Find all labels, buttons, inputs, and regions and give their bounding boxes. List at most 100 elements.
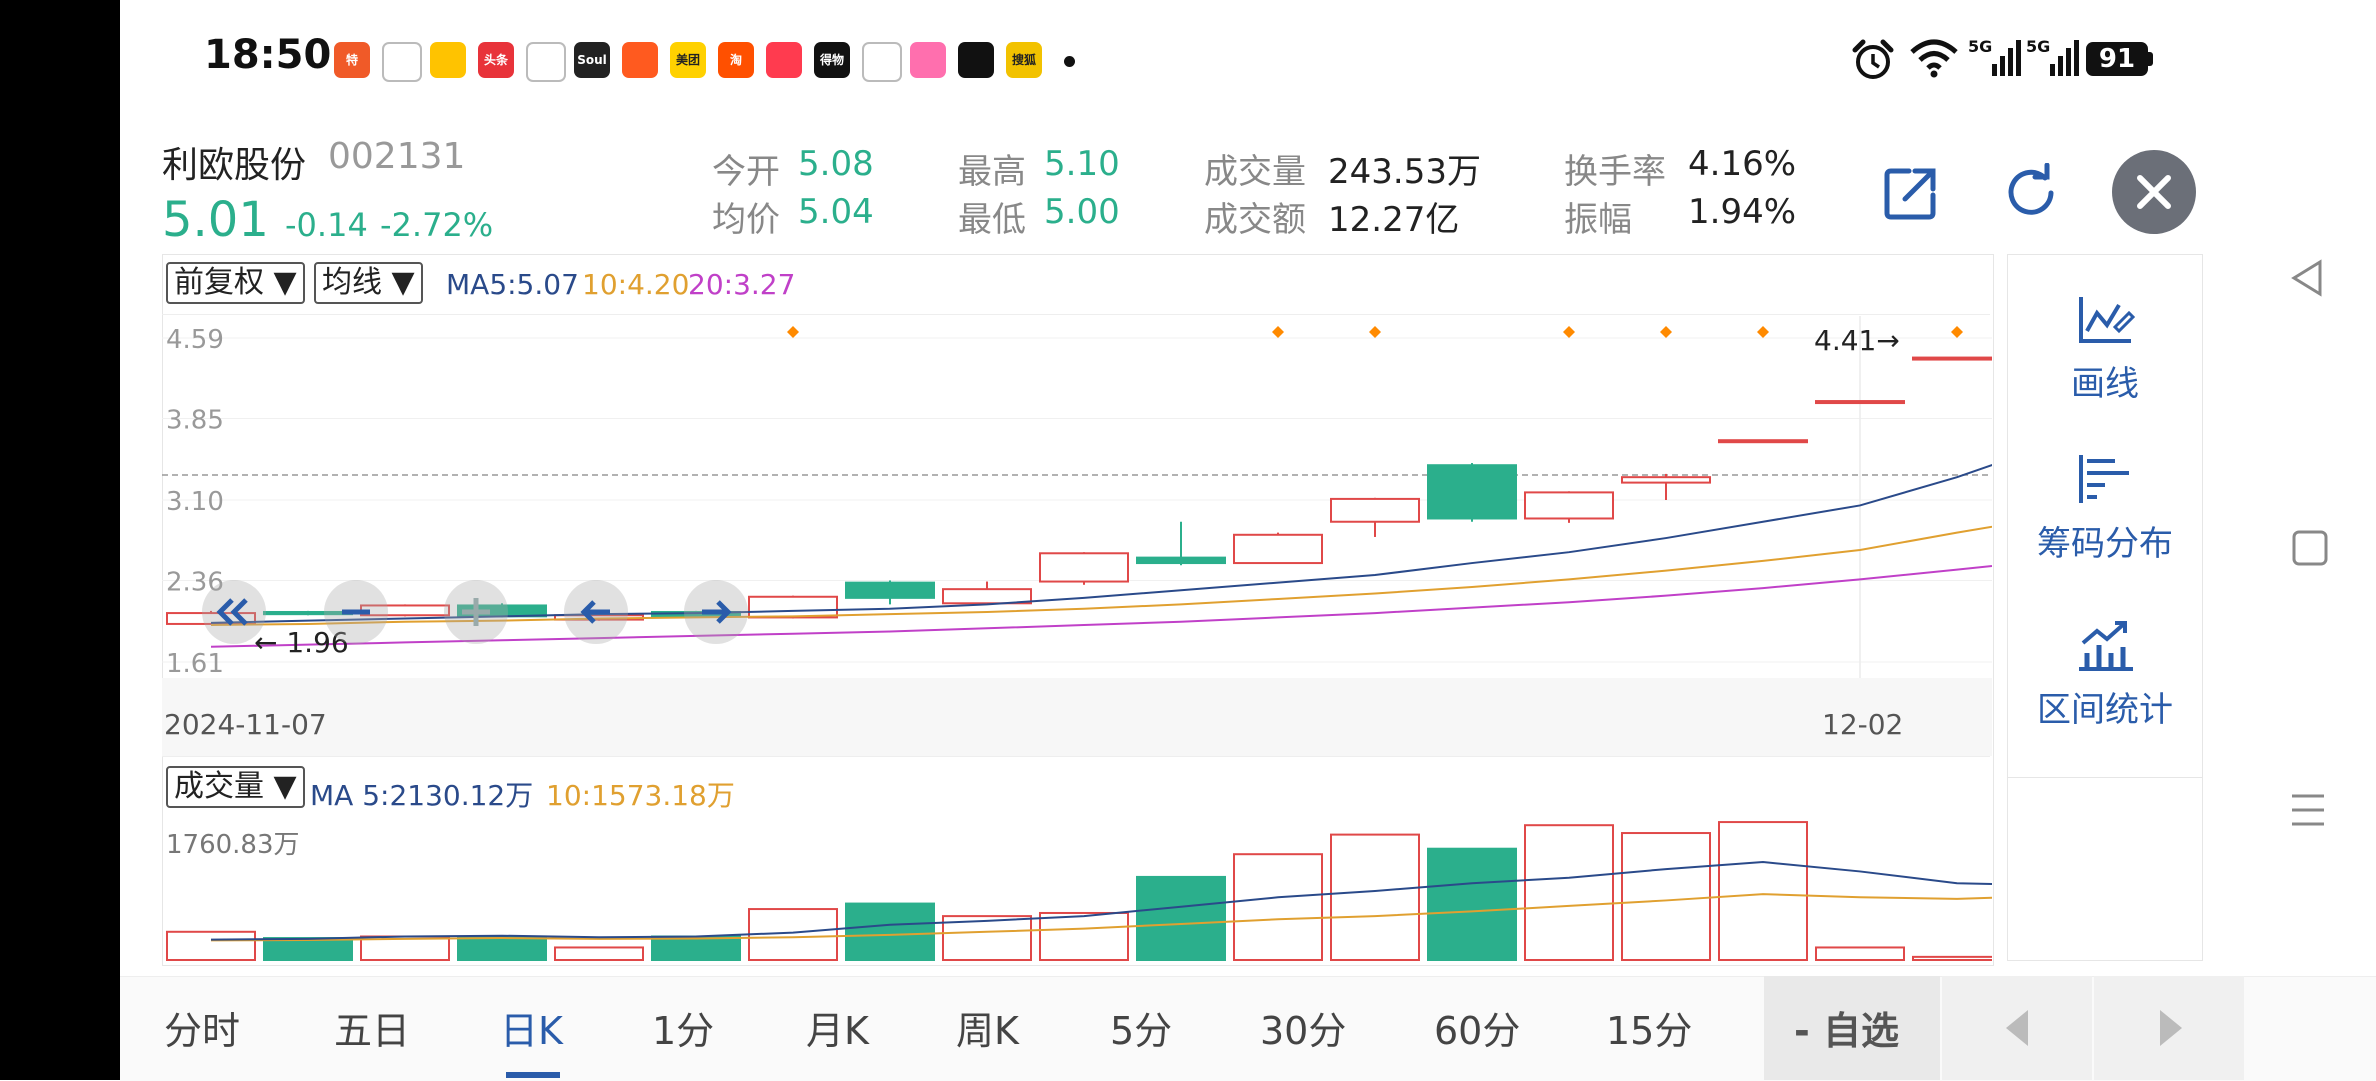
avg-line-select[interactable]: 均线 ▼	[314, 262, 423, 304]
zoom-in-button[interactable]	[444, 580, 508, 644]
volume-bar	[1233, 853, 1323, 961]
tab-60min[interactable]: 60分	[1434, 1009, 1521, 1053]
candle-body	[1912, 356, 1992, 361]
sohu-app-icon: 搜狐	[1006, 42, 1042, 78]
candle-body	[1330, 497, 1420, 523]
close-button[interactable]	[2112, 150, 2196, 234]
video-app-icon	[766, 42, 802, 78]
scroll-right-button[interactable]	[684, 580, 748, 644]
tool-draw-line[interactable]: 画线	[2008, 291, 2202, 405]
volume-label: 成交量	[1204, 152, 1306, 192]
adjust-select[interactable]: 前复权 ▼	[166, 262, 305, 304]
ma5-value: MA5:5.07	[446, 268, 579, 301]
event-marker	[1951, 326, 1963, 338]
vol-ma10-value: 10:1573.18万	[546, 779, 735, 812]
vol-ma5-value: MA 5:2130.12万	[310, 779, 534, 812]
volume-bar	[263, 937, 353, 961]
refresh-button[interactable]	[1988, 150, 2074, 236]
next-stock-button[interactable]	[2094, 976, 2244, 1080]
stock-price: 5.01	[162, 192, 269, 248]
tab-5min[interactable]: 5分	[1110, 1009, 1173, 1053]
arrow-left-icon	[580, 600, 610, 624]
volume-bar	[166, 930, 256, 961]
more-notifications-dot	[1064, 56, 1075, 67]
volume-bar	[554, 946, 644, 962]
volume-bar	[1427, 847, 1517, 962]
plus-icon	[462, 598, 490, 626]
tab-daily-k[interactable]: 日K	[500, 1009, 563, 1053]
low-value: 5.00	[1044, 192, 1120, 232]
open-value: 5.08	[798, 144, 874, 184]
tab-15min[interactable]: 15分	[1606, 1009, 1693, 1053]
ma20-value: 20:3.27	[688, 268, 796, 301]
volume-bar	[1330, 833, 1420, 961]
tiktok-icon	[958, 42, 994, 78]
candle-body	[845, 581, 935, 599]
system-back-button[interactable]	[2288, 258, 2328, 302]
zoom-out-button[interactable]	[324, 580, 388, 644]
tab-30min[interactable]: 30分	[1260, 1009, 1347, 1053]
volume-bar	[1621, 832, 1711, 961]
event-marker	[787, 326, 799, 338]
tab-1min[interactable]: 1分	[652, 1009, 715, 1053]
tool-interval-stats[interactable]: 区间统计	[2008, 617, 2202, 731]
open-external-button[interactable]	[1868, 150, 1954, 236]
back-triangle-icon	[2291, 259, 2322, 297]
tool-chip-distribution[interactable]: 筹码分布	[2008, 451, 2202, 565]
volume-bar	[457, 935, 547, 961]
tool-chip-distribution-label: 筹码分布	[2037, 524, 2173, 564]
candle-body	[748, 595, 838, 619]
fast-back-button[interactable]	[202, 580, 266, 644]
candle-body	[1718, 439, 1808, 444]
battery-cap	[2148, 52, 2153, 66]
avg-value: 5.04	[798, 192, 874, 232]
candle-body	[942, 588, 1032, 605]
kline-chart-panel	[162, 254, 1994, 966]
tab-five-day[interactable]: 五日	[334, 1009, 411, 1053]
signal-5g-icon-2: 5G	[2026, 36, 2082, 84]
stock-code: 002131	[328, 136, 466, 177]
minus-icon	[342, 609, 370, 615]
scroll-left-button[interactable]	[564, 580, 628, 644]
draw-line-icon	[2079, 297, 2136, 343]
caret-right-icon	[2160, 1010, 2182, 1046]
circle-app-icon	[526, 42, 566, 82]
signal-5g-icon-1: 5G	[1968, 36, 2024, 84]
home-square-icon	[2292, 530, 2328, 566]
amount-value: 12.27亿	[1328, 200, 1460, 240]
tab-weekly-k[interactable]: 周K	[956, 1009, 1019, 1053]
turnover-label: 换手率	[1564, 152, 1666, 192]
vol-ma5-line	[210, 861, 1992, 941]
volume-bar	[1718, 821, 1808, 962]
stock-name: 利欧股份	[162, 145, 307, 186]
add-watchlist-label: - 自选	[1794, 1009, 1900, 1053]
event-marker	[1272, 326, 1284, 338]
chart-header-divider	[162, 314, 1990, 315]
ma10-line	[210, 525, 1992, 627]
volume-bar	[942, 915, 1032, 961]
system-home-button[interactable]	[2290, 528, 2330, 572]
tab-intraday[interactable]: 分时	[164, 1009, 241, 1053]
kline-chart[interactable]: 4.59 3.85 3.10 2.36 1.61 4.41→ ← 1.96 2024-11-0…	[162, 316, 1992, 756]
tab-monthly-k[interactable]: 月K	[806, 1009, 869, 1053]
candle-body	[1427, 464, 1517, 520]
candle-body	[1621, 476, 1711, 484]
date-right-label: 12-02	[1822, 708, 1903, 741]
taobao-special-icon: 特	[334, 42, 370, 78]
avg-label: 均价	[712, 200, 780, 240]
toutiao-icon: 头条	[478, 42, 514, 78]
volume-bar	[845, 902, 935, 961]
event-marker	[1563, 326, 1575, 338]
volume-select[interactable]: 成交量 ▼	[166, 766, 305, 808]
system-menu-button[interactable]	[2288, 790, 2328, 834]
volume-bar	[1136, 875, 1226, 962]
candle-body	[166, 612, 256, 625]
volume-chart[interactable]	[162, 816, 1992, 962]
y-tick-label: 3.85	[166, 405, 224, 435]
previous-stock-button[interactable]	[1942, 976, 2092, 1080]
tool-draw-line-label: 画线	[2071, 364, 2139, 404]
caret-left-icon	[2006, 1010, 2028, 1046]
candle-body	[1524, 491, 1614, 520]
candle-body	[1815, 400, 1905, 405]
add-watchlist-button[interactable]: - 自选	[1764, 976, 1940, 1080]
